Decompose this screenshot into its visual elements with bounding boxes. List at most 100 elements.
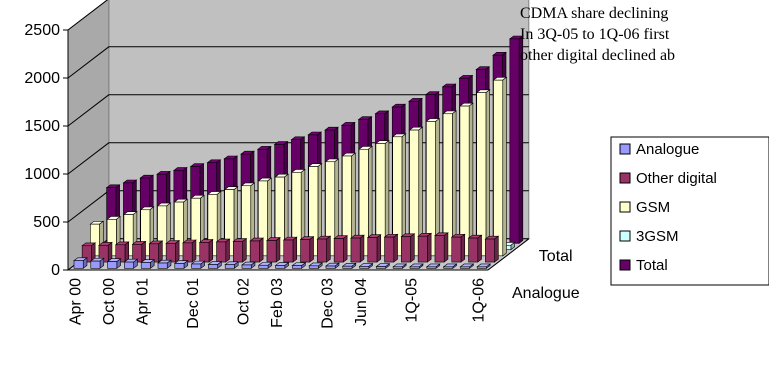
- bar: [198, 238, 214, 263]
- gridline: [67, 46, 529, 79]
- bar: [484, 235, 500, 263]
- legend-label: Analogue: [636, 141, 699, 158]
- x-tick: Apr 01: [135, 278, 152, 325]
- bar: [341, 262, 357, 269]
- bar: [358, 145, 373, 257]
- bar: [232, 237, 248, 263]
- bars: [73, 35, 524, 269]
- x-axis-ticks: Apr 00 Oct 00 Apr 01 Dec 01 Oct 02 Feb 03 Dec …: [67, 269, 488, 329]
- annotation-line: other digital declined ab: [520, 47, 676, 64]
- bar: [325, 262, 340, 269]
- bar-front: [493, 79, 504, 257]
- x-tick-label: Oct 00: [101, 278, 118, 325]
- bar-front: [73, 260, 84, 269]
- bar: [475, 89, 491, 257]
- bar: [173, 260, 189, 269]
- bar: [274, 261, 290, 269]
- depth-label-analogue: Analogue: [512, 285, 580, 302]
- bar-front: [208, 264, 218, 269]
- bar-front: [149, 243, 159, 263]
- bar-front: [476, 266, 487, 269]
- x-tick: Dec 03: [319, 278, 336, 329]
- bar-side: [158, 240, 163, 263]
- bar: [476, 263, 492, 269]
- bar-front: [90, 260, 101, 269]
- bar: [249, 237, 265, 263]
- bar-front: [249, 240, 260, 263]
- x-tick-label: Oct 02: [235, 278, 252, 325]
- legend: Analogue Other digital GSM 3GSM Total: [610, 136, 769, 286]
- bar-front: [174, 263, 185, 269]
- bar-side: [427, 232, 432, 263]
- bar-side: [485, 89, 490, 257]
- bar-front: [342, 265, 353, 269]
- x-tick-label: Dec 03: [319, 278, 336, 329]
- bar: [442, 263, 458, 269]
- bar: [409, 263, 424, 269]
- bar-front: [317, 238, 327, 263]
- x-tick-label: 1Q-05: [403, 278, 420, 323]
- bar-front: [107, 261, 118, 269]
- x-tick-label: Feb 03: [269, 278, 286, 328]
- bar-side: [468, 102, 474, 257]
- bar-front: [451, 236, 462, 263]
- bar: [350, 234, 365, 263]
- bar: [400, 233, 416, 263]
- bar: [291, 262, 307, 269]
- legend-box: [610, 136, 769, 286]
- bar-front: [426, 266, 437, 269]
- bar: [224, 261, 240, 269]
- bar: [467, 234, 483, 263]
- bar: [375, 263, 391, 269]
- legend-swatch: [619, 201, 631, 213]
- bar-side: [477, 234, 482, 263]
- y-axis-ticks: 0 500 1000 1500 2000 2500: [24, 22, 69, 279]
- annotation-line: CDMA share declining: [520, 5, 669, 22]
- bar-front: [476, 92, 487, 257]
- x-tick: Jun 04: [353, 278, 370, 326]
- gridline: [67, 94, 529, 127]
- bar: [73, 257, 88, 269]
- bar: [391, 133, 407, 257]
- bar-side: [259, 237, 264, 263]
- bar: [316, 235, 332, 263]
- bar: [241, 261, 256, 269]
- y-tick-label: 2500: [24, 22, 60, 39]
- bar-front: [258, 264, 269, 269]
- x-tick-label: Apr 00: [67, 278, 84, 325]
- bar: [207, 261, 223, 269]
- bar-front: [443, 266, 454, 269]
- bar-front: [333, 238, 344, 263]
- x-tick-label: Dec 01: [185, 278, 202, 329]
- bar-side: [225, 238, 230, 263]
- bar-front: [241, 264, 252, 269]
- x-tick-label: Jun 04: [353, 278, 370, 326]
- bar-front: [275, 265, 286, 269]
- bar-side: [443, 232, 449, 263]
- bar-front: [124, 261, 134, 269]
- bar: [299, 236, 315, 263]
- bar-side: [242, 237, 247, 263]
- bar-front: [233, 241, 243, 263]
- bar-front: [199, 242, 210, 263]
- bar-front: [434, 235, 445, 263]
- x-tick: Feb 03: [269, 278, 286, 328]
- bar: [282, 236, 298, 263]
- bar: [366, 234, 382, 263]
- bar-side: [275, 237, 281, 263]
- bar-front: [401, 236, 411, 263]
- bar-side: [326, 235, 331, 263]
- bar: [105, 184, 121, 244]
- bar: [190, 260, 206, 269]
- x-tick: Dec 01: [185, 278, 202, 329]
- bar: [307, 163, 323, 257]
- bar-side: [460, 233, 466, 263]
- y-tick-label: 2000: [24, 70, 60, 87]
- bar: [148, 240, 164, 263]
- bar-front: [266, 240, 277, 263]
- bar: [434, 232, 449, 263]
- bar: [392, 263, 408, 269]
- legend-label: Other digital: [636, 170, 717, 187]
- legend-swatch: [619, 172, 631, 184]
